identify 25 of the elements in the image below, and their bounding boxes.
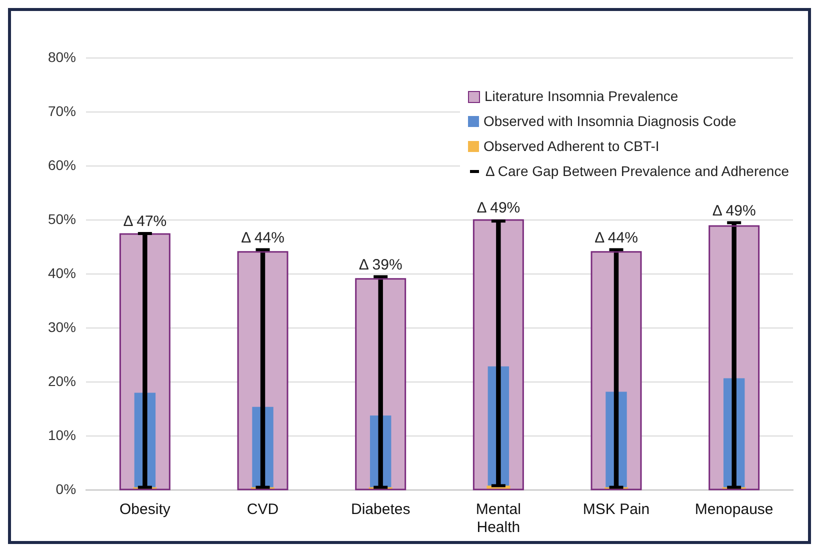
- y-tick-label: 70%: [48, 102, 76, 119]
- x-tick-label: Obesity: [120, 501, 171, 518]
- y-tick-label: 20%: [48, 372, 76, 389]
- data-label: Δ 44%: [241, 229, 284, 246]
- legend-label: Δ Care Gap Between Prevalence and Adherence: [485, 162, 789, 181]
- y-tick-label: 80%: [48, 48, 76, 65]
- legend-label: Observed Adherent to CBT-I: [483, 137, 660, 156]
- y-tick-label: 10%: [48, 426, 76, 443]
- data-label: Δ 49%: [712, 202, 756, 220]
- legend-label: Literature Insomnia Prevalence: [484, 87, 678, 106]
- y-tick-label: 40%: [48, 264, 76, 281]
- x-tick-label: Diabetes: [350, 501, 410, 518]
- y-tick-label: 50%: [48, 210, 76, 227]
- data-label: Δ 39%: [358, 256, 402, 274]
- x-tick-label: CVD: [246, 501, 279, 518]
- x-tick-label: Menopause: [694, 501, 774, 518]
- y-tick-label: 0%: [56, 480, 76, 497]
- data-label: Δ 47%: [123, 213, 167, 230]
- data-label: Δ 49%: [476, 200, 520, 217]
- x-tick-label: MSK Pain: [582, 501, 650, 518]
- y-tick-label: 30%: [48, 318, 76, 335]
- y-tick-label: 60%: [48, 156, 76, 173]
- x-tick-label: Mental Health: [476, 501, 521, 536]
- data-label: Δ 44%: [594, 229, 638, 246]
- legend-label: Observed with Insomnia Diagnosis Code: [483, 112, 736, 131]
